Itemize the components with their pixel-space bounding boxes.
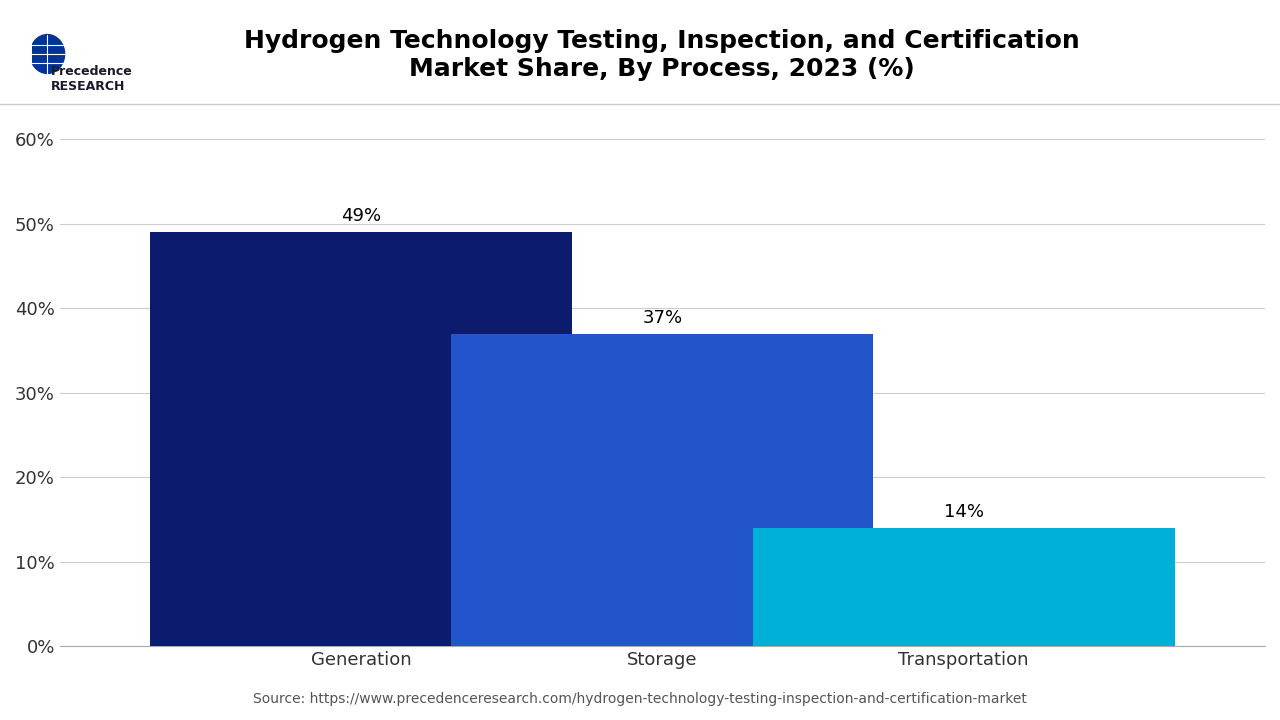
- Text: Source: https://www.precedenceresearch.com/hydrogen-technology-testing-inspectio: Source: https://www.precedenceresearch.c…: [253, 692, 1027, 706]
- Circle shape: [29, 35, 64, 73]
- Text: 14%: 14%: [943, 503, 984, 521]
- Bar: [150, 232, 572, 646]
- Text: 37%: 37%: [643, 309, 682, 327]
- Text: 49%: 49%: [340, 207, 381, 225]
- Title: Hydrogen Technology Testing, Inspection, and Certification
Market Share, By Proc: Hydrogen Technology Testing, Inspection,…: [244, 30, 1080, 81]
- Text: Precedence
RESEARCH: Precedence RESEARCH: [51, 65, 133, 93]
- Bar: [753, 528, 1175, 646]
- Bar: [452, 333, 873, 646]
